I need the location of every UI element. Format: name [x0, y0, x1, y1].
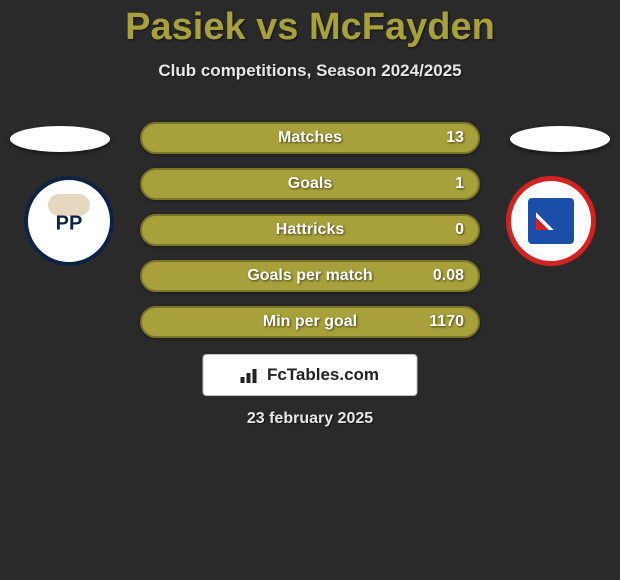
- stat-bar: Goals 1: [140, 168, 480, 200]
- stat-label: Goals per match: [247, 267, 372, 285]
- brand-text: FcTables.com: [267, 365, 379, 385]
- stat-bar: Matches 13: [140, 122, 480, 154]
- stat-value: 0.08: [433, 267, 464, 285]
- stats-bars: Matches 13 Goals 1 Hattricks 0 Goals per…: [140, 122, 480, 352]
- stat-bar: Min per goal 1170: [140, 306, 480, 338]
- stat-value: 13: [446, 129, 464, 147]
- player-right-shadow: [510, 126, 610, 152]
- stat-label: Matches: [278, 129, 342, 147]
- crest-right: [506, 176, 596, 266]
- stat-value: 1170: [429, 313, 464, 331]
- stat-label: Goals: [288, 175, 332, 193]
- stat-label: Min per goal: [263, 313, 357, 331]
- stat-bar: Hattricks 0: [140, 214, 480, 246]
- brand-badge[interactable]: FcTables.com: [203, 354, 418, 396]
- page-title: Pasiek vs McFayden: [0, 0, 620, 49]
- stat-bar: Goals per match 0.08: [140, 260, 480, 292]
- stat-value: 1: [455, 175, 464, 193]
- crest-left-text: PP: [56, 213, 83, 236]
- stat-label: Hattricks: [276, 221, 344, 239]
- date-text: 23 february 2025: [247, 410, 373, 428]
- crest-left: PP: [24, 176, 114, 266]
- crest-right-inner: [528, 198, 574, 244]
- player-left-shadow: [10, 126, 110, 152]
- stat-value: 0: [455, 221, 464, 239]
- crest-right-flag-icon: [536, 210, 566, 230]
- bar-chart-icon: [241, 367, 261, 383]
- page-subtitle: Club competitions, Season 2024/2025: [0, 61, 620, 81]
